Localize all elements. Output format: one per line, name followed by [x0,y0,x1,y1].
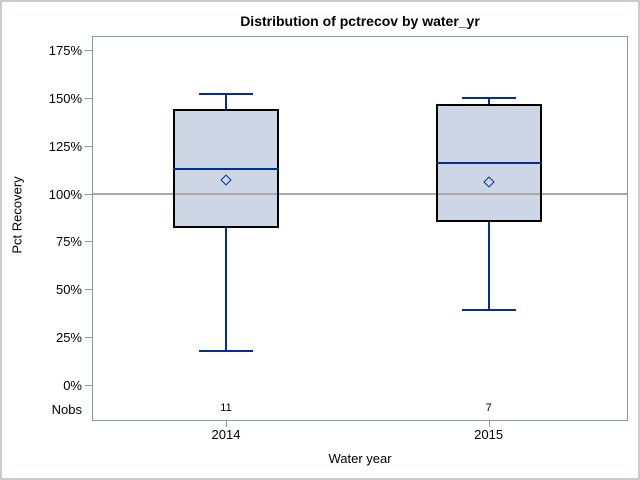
x-axis-title: Water year [328,451,392,466]
y-axis-title: Pct Recovery [9,176,25,254]
max-whisker-cap [199,93,253,96]
x-tick-mark [226,421,227,427]
chart-title: Distribution of pctrecov by water_yr [240,13,480,29]
x-tick-label: 2015 [474,427,504,442]
y-tick-mark [85,145,92,147]
median-line [435,161,542,164]
y-tick-label: 0% [63,378,82,393]
min-whisker-cap [199,349,253,352]
min-whisker-cap [461,309,516,312]
y-tick-mark [85,289,92,291]
median-line [173,167,279,170]
upper-whisker-stem [225,94,227,110]
y-tick-label: 25% [55,330,82,346]
y-tick-mark [85,337,92,339]
lower-whisker-stem [225,228,227,351]
x-tick-mark [488,421,490,427]
y-tick-mark [85,193,92,195]
y-tick-label: 50% [55,282,82,298]
nobs-row-label: Nobs [51,402,82,417]
y-tick-mark [85,241,92,243]
y-tick-label: 75% [55,234,82,250]
y-tick-mark [85,385,92,386]
lower-whisker-stem [487,222,490,311]
nobs-value: 11 [220,402,232,414]
plot-area [92,36,628,421]
y-tick-mark [85,50,92,51]
reference-line [93,192,627,195]
y-tick-label: 175% [48,43,82,58]
upper-whisker-stem [487,97,490,104]
y-tick-mark [85,97,92,99]
nobs-value: 7 [485,402,492,414]
max-whisker-cap [461,96,516,99]
y-tick-label: 150% [48,90,82,106]
x-tick-label: 2014 [211,427,241,442]
y-tick-label: 125% [48,138,82,154]
y-tick-label: 100% [48,186,82,202]
